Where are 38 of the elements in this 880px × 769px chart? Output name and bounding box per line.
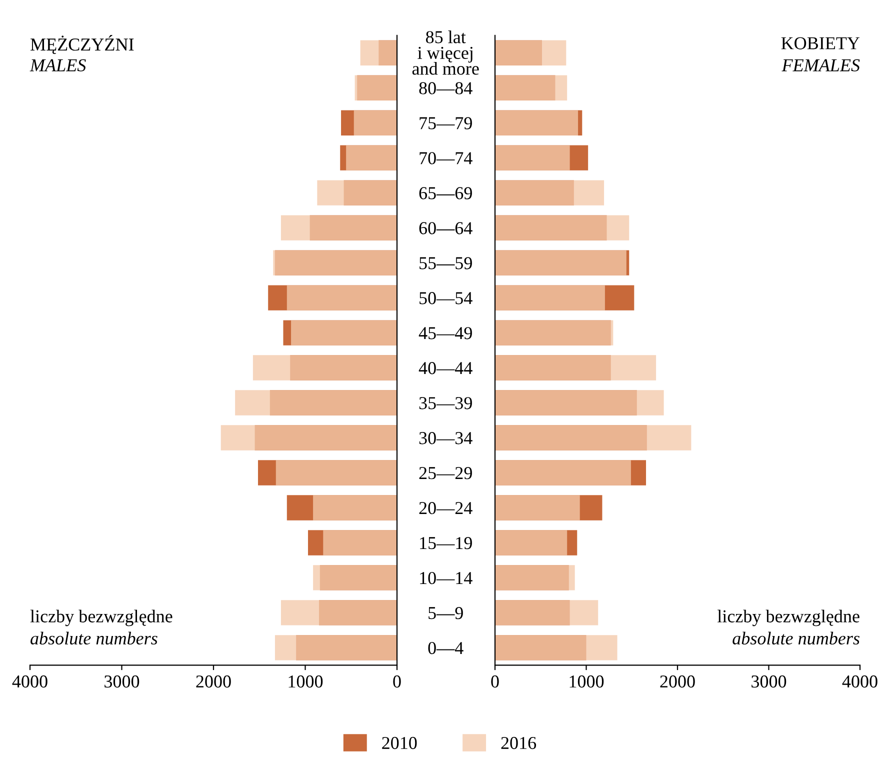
- y-tick-label: 55—59: [420, 257, 472, 270]
- y-tick-label: 60—64: [419, 222, 472, 234]
- annotation: MĘŻCZYŹNI: [30, 35, 134, 54]
- y-tick-label: 0—4: [428, 642, 464, 654]
- x-tick-label: 1000: [570, 675, 604, 688]
- x-tick-label: 4000: [842, 675, 878, 688]
- annotation: KOBIETY: [781, 37, 860, 50]
- y-tick-label: 15—19: [420, 537, 472, 550]
- legend-label: 2016: [501, 736, 536, 750]
- y-tick-label: 5—9: [428, 607, 463, 620]
- y-tick-label: 10—14: [420, 572, 472, 584]
- legend-label: 2010: [382, 736, 417, 750]
- annotation: liczby bezwzględne: [717, 610, 860, 626]
- y-tick-label: 40—44: [418, 362, 472, 374]
- y-tick-label: 70—74: [420, 152, 472, 164]
- x-tick-label: 4000: [12, 675, 48, 688]
- x-tick-label: 0: [393, 675, 401, 688]
- y-tick-label: 50—54: [420, 292, 472, 304]
- annotation: absolute numbers: [732, 632, 860, 645]
- y-tick-label: 75—79: [420, 117, 472, 130]
- y-tick-label: 45—49: [418, 327, 472, 340]
- y-tick-label: 85 lat i więcej and more: [412, 30, 479, 75]
- annotation: absolute numbers: [30, 632, 158, 645]
- y-tick-label: 65—69: [419, 187, 472, 200]
- annotation: MALES: [30, 59, 86, 72]
- y-tick-label: 25—29: [419, 467, 472, 480]
- y-tick-label: 35—39: [419, 397, 472, 410]
- x-tick-label: 3000: [104, 675, 140, 688]
- x-tick-label: 3000: [752, 675, 786, 688]
- x-tick-label: 2000: [660, 675, 695, 688]
- y-tick-label: 80—84: [419, 82, 472, 94]
- x-tick-label: 0: [491, 675, 499, 688]
- x-tick-label: 1000: [288, 675, 323, 688]
- y-tick-label: 20—24: [419, 502, 472, 514]
- annotation: liczby bezwzględne: [30, 610, 172, 626]
- x-tick-label: 2000: [196, 675, 231, 688]
- y-tick-label: 30—34: [419, 432, 472, 444]
- annotation: FEMALES: [782, 59, 860, 72]
